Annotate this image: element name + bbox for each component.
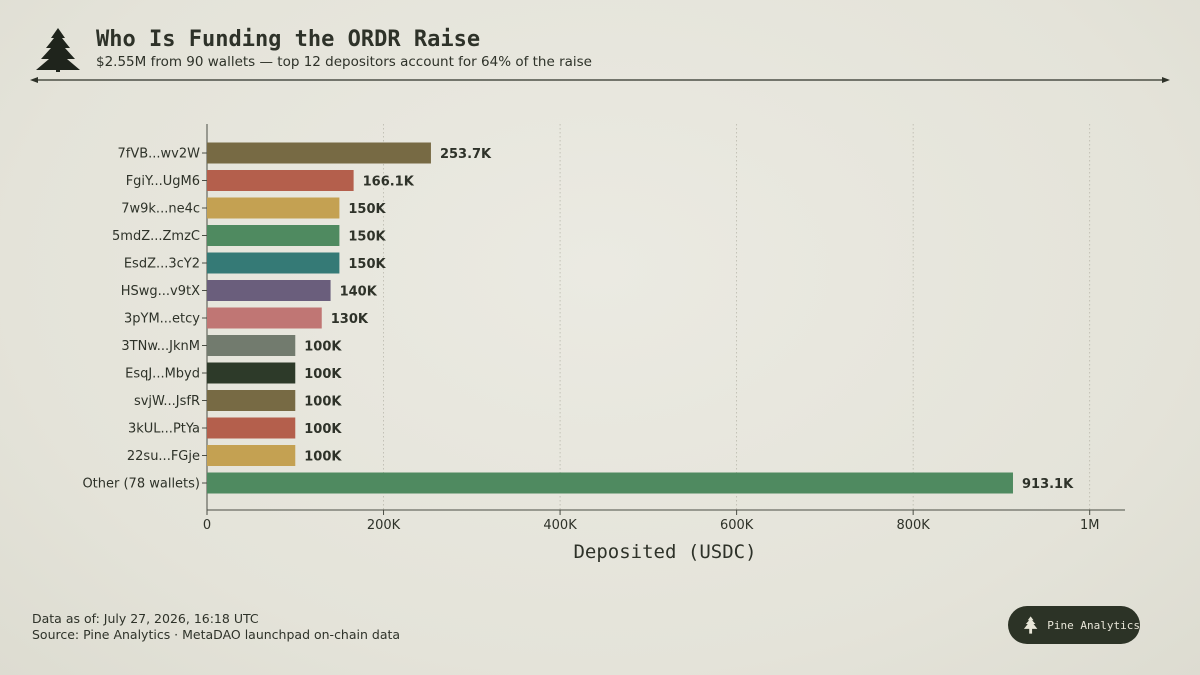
- category-label-5: HSwg...v9tX: [121, 284, 200, 299]
- data-source: Source: Pine Analytics · MetaDAO launchp…: [32, 627, 401, 642]
- pine-tree-logo-icon: [36, 28, 80, 72]
- value-label-7: 100K: [304, 340, 342, 355]
- category-label-3: 5mdZ...ZmzC: [112, 229, 200, 244]
- category-label-12: Other (78 wallets): [82, 477, 200, 492]
- category-label-1: FgiY...UgM6: [126, 174, 200, 189]
- brand-badge: Pine Analytics: [1008, 606, 1140, 644]
- category-label-6: 3pYM...etcy: [124, 312, 200, 327]
- data-timestamp: Data as of: July 27, 2026, 16:18 UTC: [32, 611, 259, 626]
- page-subtitle: $2.55M from 90 wallets — top 12 deposito…: [96, 54, 592, 70]
- category-label-4: EsdZ...3cY2: [124, 257, 200, 272]
- bar-4: [207, 252, 340, 274]
- x-tick-label-2: 400K: [543, 518, 577, 533]
- category-label-0: 7fVB...wv2W: [117, 147, 200, 162]
- deposit-bar-chart: 0 200K 400K 600K 800K 1M Deposited (USDC) 7fVB.…: [82, 124, 1125, 563]
- value-label-2: 150K: [348, 202, 386, 217]
- x-tick-label-5: 1M: [1080, 518, 1100, 533]
- value-label-11: 100K: [304, 450, 342, 465]
- bar-6: [207, 307, 322, 329]
- bar-1: [207, 170, 354, 191]
- value-label-3: 150K: [348, 230, 386, 245]
- category-label-8: EsqJ...Mbyd: [125, 367, 200, 382]
- bar-9: [207, 390, 296, 411]
- value-label-12: 913.1K: [1022, 477, 1074, 492]
- bar-2: [207, 197, 340, 219]
- header-divider: [30, 77, 1170, 83]
- bar-3: [207, 225, 340, 246]
- category-label-9: svjW...JsfR: [134, 394, 200, 409]
- value-label-5: 140K: [340, 285, 378, 300]
- bar-10: [207, 417, 296, 439]
- value-label-9: 100K: [304, 395, 342, 410]
- category-label-10: 3kUL...PtYa: [128, 422, 200, 437]
- brand-name: Pine Analytics: [1047, 618, 1140, 632]
- category-label-7: 3TNw...JknM: [121, 339, 200, 354]
- pine-tree-icon: [1023, 616, 1038, 634]
- bar-5: [207, 280, 331, 301]
- category-label-2: 7w9k...ne4c: [121, 202, 200, 217]
- value-label-0: 253.7K: [440, 147, 492, 162]
- value-label-1: 166.1K: [363, 175, 415, 190]
- x-tick-label-3: 600K: [720, 518, 754, 533]
- value-label-6: 130K: [331, 312, 369, 327]
- bar-11: [207, 445, 296, 466]
- bar-8: [207, 362, 296, 384]
- category-label-11: 22su...FGje: [127, 449, 200, 464]
- page-title: Who Is Funding the ORDR Raise: [96, 27, 481, 52]
- x-tick-label-1: 200K: [367, 518, 401, 533]
- value-label-10: 100K: [304, 422, 342, 437]
- bar-12: [207, 472, 1013, 494]
- value-label-4: 150K: [348, 257, 386, 272]
- x-tick-label-4: 800K: [896, 518, 930, 533]
- value-label-8: 100K: [304, 367, 342, 382]
- bar-7: [207, 335, 296, 356]
- x-tick-label-0: 0: [203, 518, 211, 533]
- bar-0: [207, 142, 431, 164]
- x-axis-title: Deposited (USDC): [573, 541, 756, 563]
